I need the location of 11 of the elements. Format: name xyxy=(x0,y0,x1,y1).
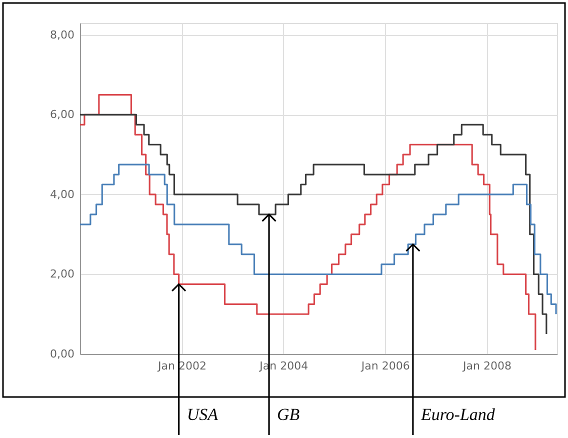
y-tick-label: 0,00 xyxy=(50,348,74,360)
y-tick-label: 2,00 xyxy=(50,268,74,281)
x-tick-label: Jan 2002 xyxy=(157,360,206,372)
x-tick-label: Jan 2008 xyxy=(462,360,512,372)
annotation: Euro-Land xyxy=(420,405,496,424)
y-tick-label: 6,00 xyxy=(50,108,74,122)
annotation: GB xyxy=(277,405,300,424)
x-tick-label: Jan 2006 xyxy=(360,360,410,372)
y-tick-label: 4,00 xyxy=(50,188,74,201)
y-tick-label: 8,00 xyxy=(50,28,74,42)
annotation: USA xyxy=(186,405,219,424)
